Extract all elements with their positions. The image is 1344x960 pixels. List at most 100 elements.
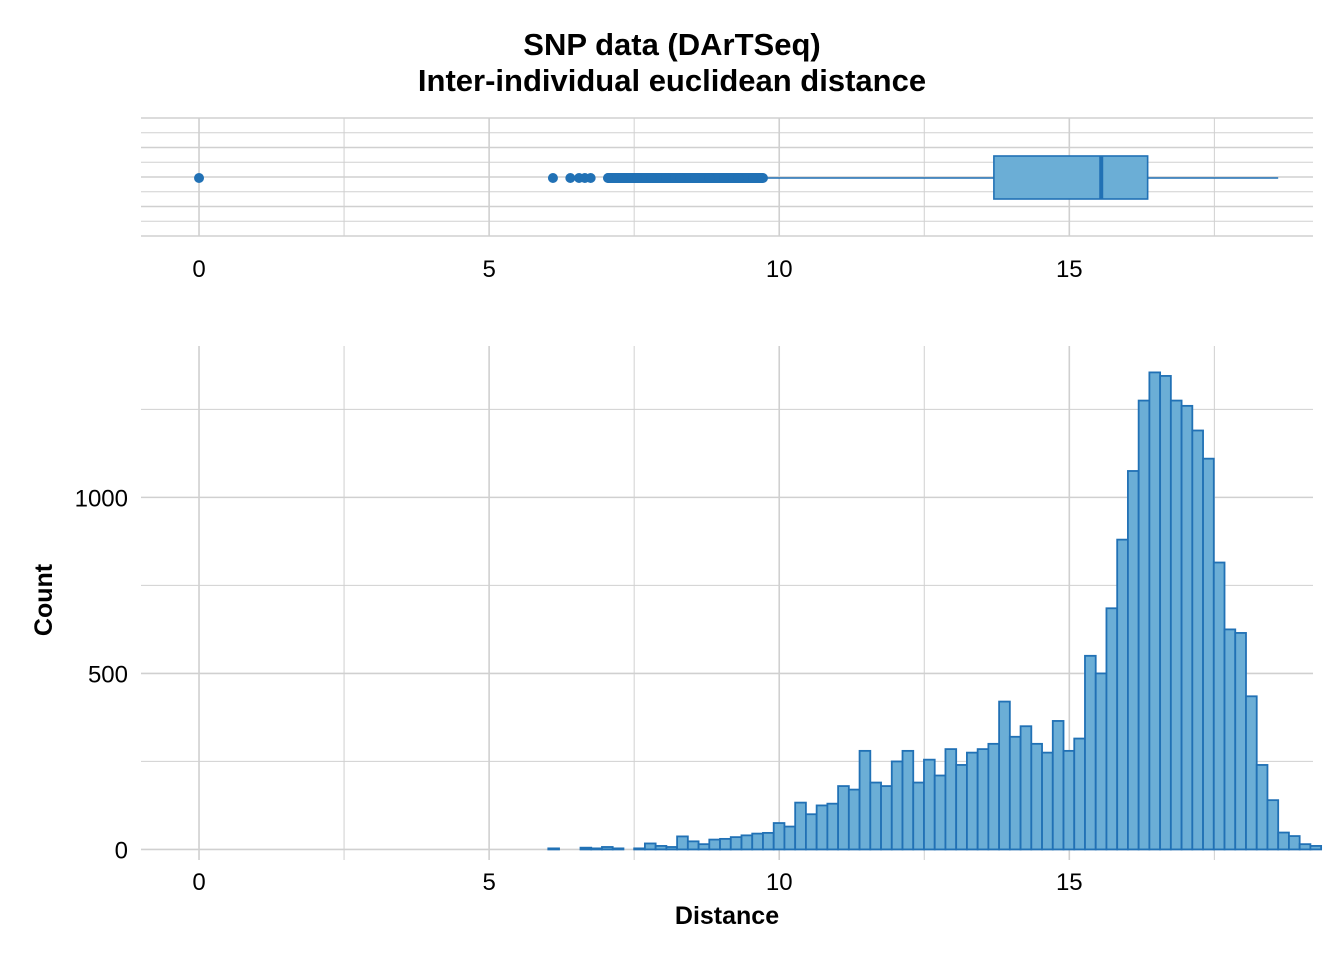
histogram-bar	[676, 835, 689, 851]
box-x-tick-label: 5	[482, 256, 495, 283]
histogram-bar	[644, 842, 657, 851]
histogram-bar	[998, 700, 1011, 851]
histogram-bar	[966, 751, 979, 851]
histogram-bar	[1288, 835, 1301, 851]
histogram-bar	[601, 846, 614, 851]
box-outlier-point	[748, 173, 759, 183]
histogram-bar	[1234, 632, 1247, 851]
histogram-bar	[751, 832, 764, 851]
box-x-tick-label: 10	[766, 256, 793, 283]
histogram-bar	[686, 840, 700, 851]
x-axis-title: Distance	[675, 902, 779, 930]
histogram-bar	[740, 834, 754, 851]
histogram-bar	[955, 764, 968, 851]
histogram-bar	[901, 749, 915, 851]
histogram-bar	[719, 837, 732, 851]
hist-y-tick-label: 0	[115, 837, 128, 864]
histogram-bar	[1245, 695, 1258, 851]
box-outlier-point	[661, 173, 672, 183]
histogram-bar	[1019, 725, 1033, 851]
histogram-bar	[847, 788, 861, 851]
histogram-bar	[762, 831, 775, 851]
histogram-bar	[783, 825, 797, 851]
histogram-bar	[1051, 720, 1065, 851]
histogram-bar	[590, 847, 603, 851]
histogram-bar	[1266, 799, 1280, 851]
boxplot-panel: 0 5 10 15	[141, 117, 1313, 283]
histogram-bar	[890, 760, 904, 851]
box-outlier-point	[690, 173, 701, 183]
hist-y-tick-label: 500	[88, 661, 128, 688]
histogram-bar	[708, 838, 721, 851]
histogram-bar	[1180, 404, 1194, 851]
histogram-bar	[1105, 607, 1119, 851]
box-x-tick-label: 0	[192, 256, 205, 283]
box-outlier-point	[704, 173, 715, 183]
box-outlier-point	[719, 173, 730, 183]
box-outlier-point	[547, 173, 558, 183]
histogram-bar	[1094, 672, 1108, 851]
histogram-bar	[858, 749, 872, 851]
chart-title: SNP data (DArTSeq)	[523, 27, 821, 62]
histogram-bar	[1255, 764, 1269, 851]
chart-subtitle: Inter-individual euclidean distance	[417, 63, 927, 98]
histogram-bar	[837, 785, 850, 851]
histogram-bar	[1277, 831, 1290, 851]
histogram-bar	[869, 781, 882, 851]
histogram-bar	[815, 804, 829, 851]
histogram-bar	[1309, 845, 1323, 851]
histogram-bar	[1041, 751, 1054, 851]
histogram-bar	[729, 836, 743, 851]
histogram-bar	[665, 846, 679, 851]
histogram-bar	[1212, 561, 1226, 851]
hist-x-tick-label: 15	[1056, 869, 1083, 896]
histogram-bar	[611, 847, 625, 851]
histogram-bar	[987, 742, 1001, 851]
hist-x-tick-label: 0	[192, 869, 205, 896]
box-outlier-point	[585, 173, 596, 183]
box-outlier-point	[756, 173, 767, 183]
histogram-bar	[805, 813, 818, 851]
histogram-bar	[772, 822, 786, 851]
histogram-bar	[633, 847, 646, 851]
box-outlier-point	[194, 173, 205, 183]
histogram-bar	[1137, 399, 1151, 851]
histogram-bar	[1223, 628, 1237, 851]
box-outlier-point	[617, 173, 628, 183]
histogram-bar	[654, 845, 668, 851]
histogram-bar	[1191, 429, 1204, 851]
histogram-bar	[1030, 742, 1043, 851]
box-outlier-point	[675, 173, 686, 183]
hist-x-tick-label: 10	[766, 869, 793, 896]
histogram-bar	[933, 774, 947, 851]
histogram-bar	[1008, 735, 1022, 851]
histogram-bar	[1202, 457, 1215, 851]
hist-x-tick-label: 5	[482, 869, 495, 896]
y-axis-title: Count	[30, 563, 58, 636]
histogram-bar	[794, 801, 807, 851]
histogram-bar	[697, 843, 711, 851]
histogram-bar	[1159, 375, 1172, 851]
histogram-bar	[1298, 843, 1312, 851]
box-outlier-point	[646, 173, 657, 183]
box-outlier-point	[565, 173, 576, 183]
box-outlier-point	[603, 173, 614, 183]
histogram-bar	[547, 847, 560, 851]
histogram-bar	[579, 846, 593, 851]
histogram-bar	[1062, 749, 1076, 851]
histogram-bar	[976, 748, 990, 851]
histogram-bar	[1116, 538, 1129, 851]
box-outlier-point	[733, 173, 744, 183]
histogram-bar	[1127, 470, 1140, 851]
histogram-bar	[1073, 737, 1086, 851]
hist-y-tick-label: 1000	[75, 485, 128, 512]
box-iqr	[993, 155, 1149, 200]
histogram-panel: 0 5 10 15 0 500 1000	[75, 346, 1323, 896]
box-x-tick-label: 15	[1056, 256, 1083, 283]
histogram-bar	[944, 748, 958, 851]
histogram-bar	[826, 802, 840, 851]
histogram-bar	[880, 785, 893, 851]
histogram-bar	[1084, 654, 1097, 851]
